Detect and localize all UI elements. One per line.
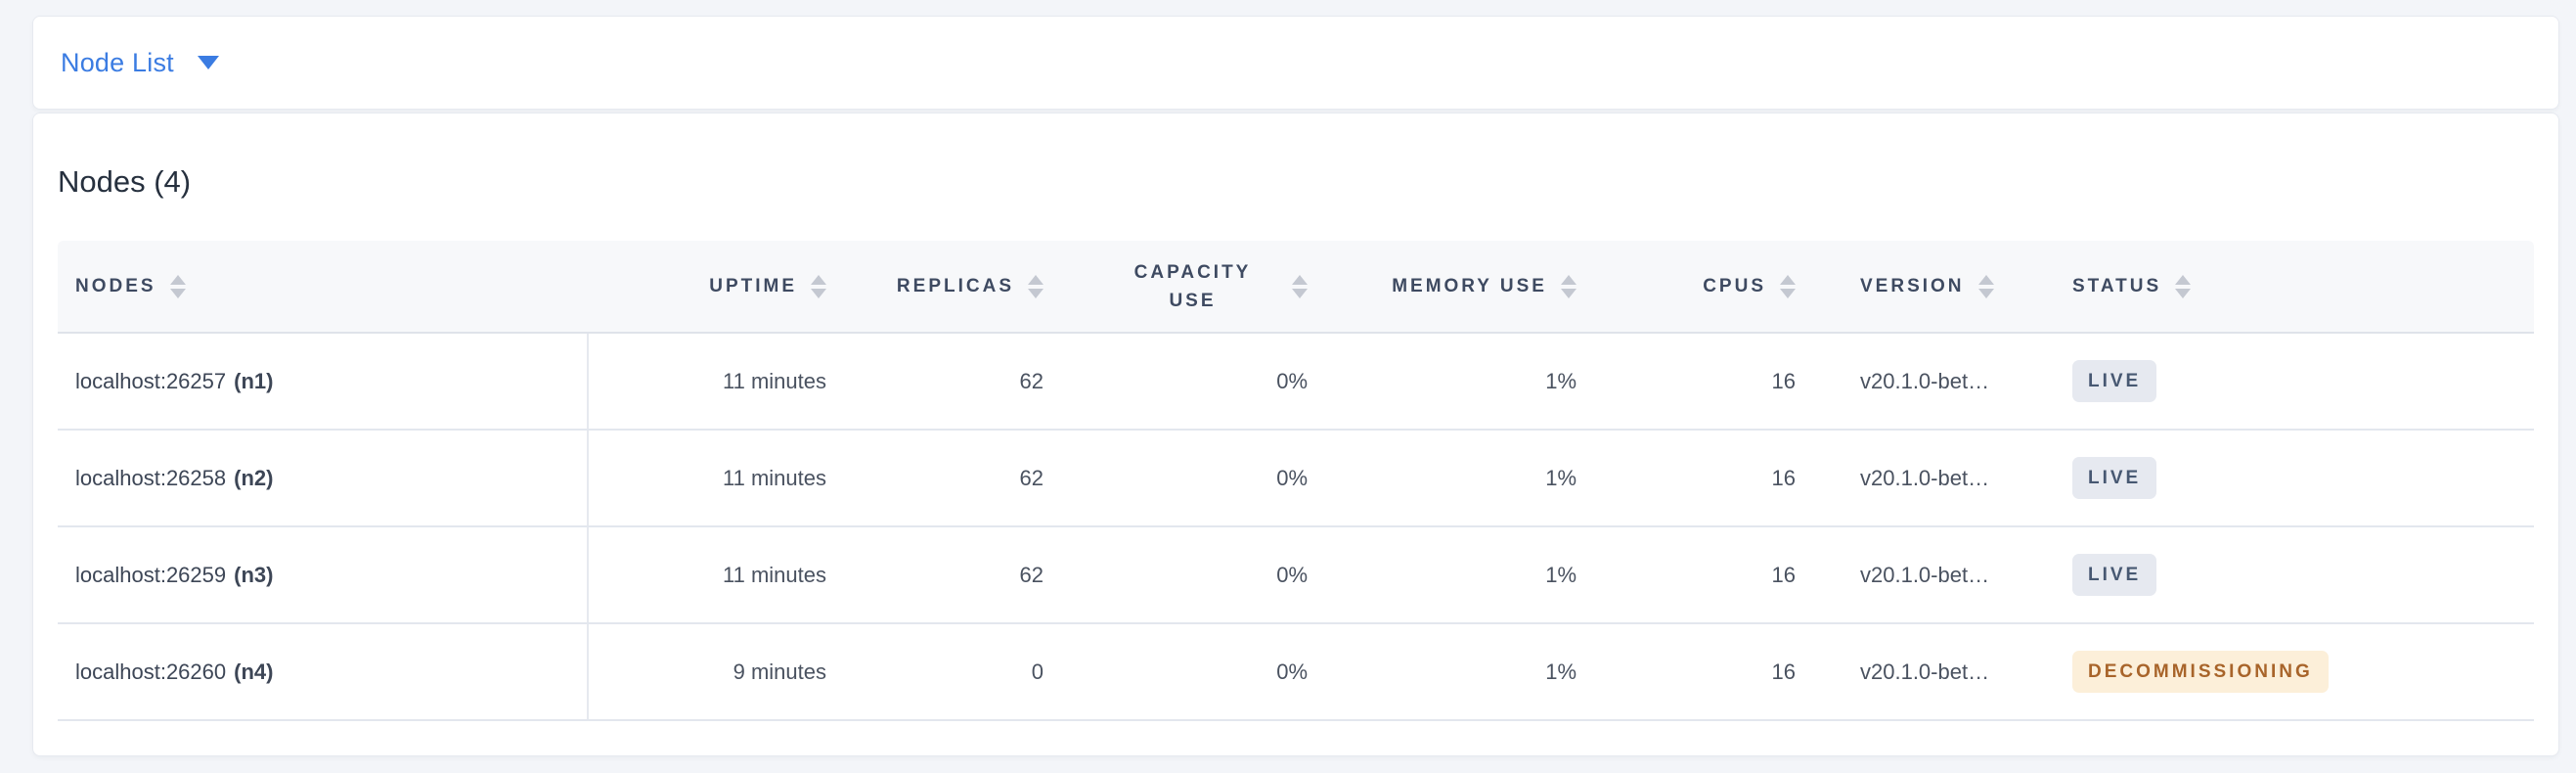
replicas-cell: 62: [862, 526, 1079, 624]
uptime-cell: 11 minutes: [588, 333, 862, 431]
status-badge: LIVE: [2072, 457, 2157, 499]
uptime-cell: 11 minutes: [588, 430, 862, 527]
column-header-replicas[interactable]: REPLICAS: [862, 241, 1079, 334]
column-header-nodes[interactable]: NODES: [58, 241, 588, 334]
table-header-row: NODES UPTIME REPLICAS: [58, 241, 2534, 334]
version-cell: v20.1.0-bet…: [1831, 526, 2055, 624]
node-address-cell[interactable]: localhost:26258 (n2): [58, 430, 589, 527]
capacity-use-cell: 0%: [1079, 623, 1343, 721]
node-list-dropdown[interactable]: Node List: [61, 48, 219, 78]
table-row[interactable]: localhost:26258 (n2) 11 minutes 62 0% 1% …: [58, 430, 2534, 527]
sort-icon: [1292, 274, 1308, 298]
sort-icon: [1561, 274, 1577, 298]
column-header-label: NODES: [75, 275, 156, 296]
capacity-use-cell: 0%: [1079, 430, 1343, 527]
capacity-use-cell: 0%: [1079, 526, 1343, 624]
uptime-cell: 11 minutes: [588, 526, 862, 624]
column-header-cpus[interactable]: CPUS: [1612, 241, 1831, 334]
table-row[interactable]: localhost:26259 (n3) 11 minutes 62 0% 1% …: [58, 526, 2534, 624]
memory-use-cell: 1%: [1343, 430, 1612, 527]
status-badge: DECOMMISSIONING: [2072, 651, 2329, 693]
column-header-label: CAPACITY USE: [1133, 261, 1252, 311]
cpus-cell: 16: [1612, 526, 1831, 624]
column-header-version[interactable]: VERSION: [1831, 241, 2055, 334]
memory-use-cell: 1%: [1343, 333, 1612, 431]
status-cell: DECOMMISSIONING: [2055, 623, 2534, 721]
node-address: localhost:26257: [75, 368, 227, 393]
column-header-label: STATUS: [2072, 275, 2162, 296]
status-cell: LIVE: [2055, 333, 2534, 431]
table-row[interactable]: localhost:26257 (n1) 11 minutes 62 0% 1% …: [58, 333, 2534, 431]
status-badge: LIVE: [2072, 360, 2157, 402]
cpus-cell: 16: [1612, 430, 1831, 527]
node-id: (n1): [234, 368, 274, 393]
column-header-label: MEMORY USE: [1392, 275, 1547, 296]
cpus-cell: 16: [1612, 623, 1831, 721]
sort-icon: [169, 274, 186, 298]
memory-use-cell: 1%: [1343, 623, 1612, 721]
node-address-cell[interactable]: localhost:26260 (n4): [58, 623, 589, 721]
column-header-uptime[interactable]: UPTIME: [588, 241, 862, 334]
sort-icon: [2175, 274, 2192, 298]
replicas-cell: 62: [862, 430, 1079, 527]
capacity-use-cell: 0%: [1079, 333, 1343, 431]
table-row[interactable]: localhost:26260 (n4) 9 minutes 0 0% 1% 16…: [58, 623, 2534, 721]
status-cell: LIVE: [2055, 430, 2534, 527]
nodes-table: NODES UPTIME REPLICAS: [58, 241, 2534, 721]
node-id: (n2): [234, 465, 274, 490]
status-badge: LIVE: [2072, 554, 2157, 596]
version-cell: v20.1.0-bet…: [1831, 430, 2055, 527]
page-title: Nodes (4): [58, 164, 192, 199]
column-header-memory-use[interactable]: MEMORY USE: [1343, 241, 1612, 334]
uptime-cell: 9 minutes: [588, 623, 862, 721]
sort-icon: [811, 274, 826, 298]
status-cell: LIVE: [2055, 526, 2534, 624]
node-address: localhost:26260: [75, 659, 227, 684]
node-list-dropdown-label: Node List: [61, 47, 174, 77]
replicas-cell: 62: [862, 333, 1079, 431]
column-header-label: CPUS: [1703, 275, 1766, 296]
column-header-capacity-use[interactable]: CAPACITY USE: [1079, 241, 1343, 334]
column-header-label: UPTIME: [709, 275, 797, 296]
cpus-cell: 16: [1612, 333, 1831, 431]
node-address-cell[interactable]: localhost:26257 (n1): [58, 333, 589, 431]
node-address: localhost:26258: [75, 465, 227, 490]
node-id: (n4): [234, 659, 274, 684]
memory-use-cell: 1%: [1343, 526, 1612, 624]
replicas-cell: 0: [862, 623, 1079, 721]
sort-icon: [1977, 274, 1994, 298]
node-address: localhost:26259: [75, 562, 227, 587]
chevron-down-icon: [197, 56, 219, 69]
version-cell: v20.1.0-bet…: [1831, 623, 2055, 721]
column-header-label: VERSION: [1860, 275, 1965, 296]
node-address-cell[interactable]: localhost:26259 (n3): [58, 526, 589, 624]
nodes-panel: Nodes (4) NODES UPTIME: [32, 113, 2559, 756]
version-cell: v20.1.0-bet…: [1831, 333, 2055, 431]
column-header-label: REPLICAS: [896, 275, 1014, 296]
node-id: (n3): [234, 562, 274, 587]
view-selector-bar: Node List: [32, 16, 2559, 110]
sort-icon: [1780, 274, 1796, 298]
column-header-status[interactable]: STATUS: [2055, 241, 2534, 334]
sort-icon: [1028, 274, 1044, 298]
